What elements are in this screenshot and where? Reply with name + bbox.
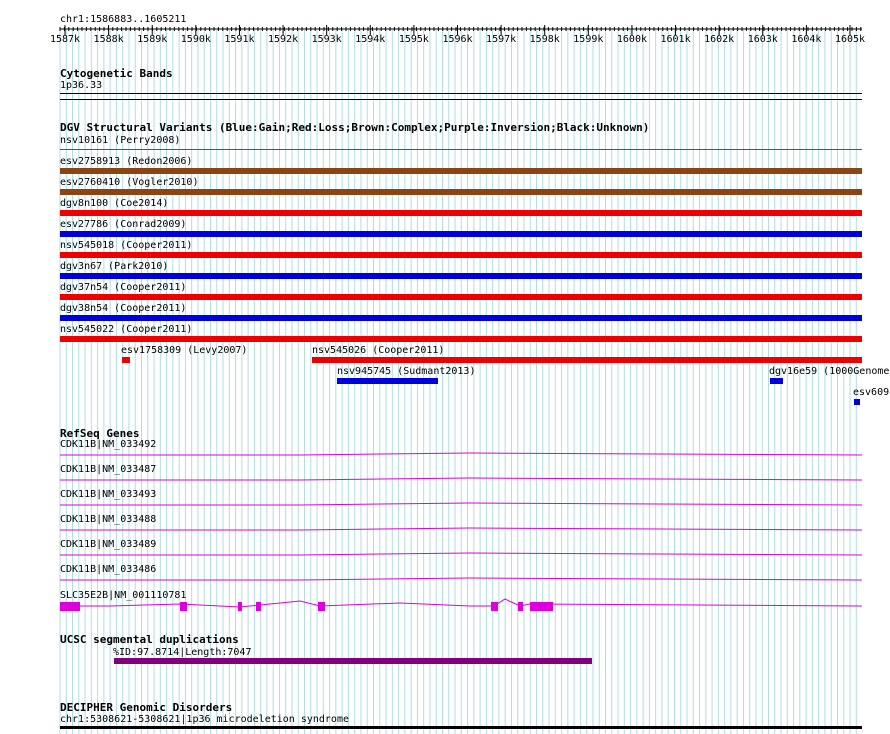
ruler-tick-label: 1595k xyxy=(398,34,429,45)
dgv-variant-bar[interactable] xyxy=(60,168,862,174)
intron-line xyxy=(60,577,863,581)
ruler-tick-label: 1594k xyxy=(355,34,386,45)
dgv-label-esv1758309: esv1758309 (Levy2007) xyxy=(121,345,248,356)
intron-line xyxy=(60,452,863,456)
dgv-track-title: DGV Structural Variants (Blue:Gain;Red:L… xyxy=(60,121,650,134)
gene-label-cdk11b: CDK11B|NM_033492 xyxy=(60,439,157,450)
exon-block xyxy=(530,602,553,611)
intron-line xyxy=(60,527,863,531)
ruler-tick-label: 1602k xyxy=(704,34,735,45)
gene-model-slc35e2b[interactable] xyxy=(0,598,890,614)
segdup-track-title: UCSC segmental duplications xyxy=(60,633,239,646)
ruler-tick-label: 1603k xyxy=(747,34,778,45)
dgv-variant-bar[interactable] xyxy=(60,315,862,321)
decipher-label: chr1:5308621-5308621|1p36 microdeletion … xyxy=(60,714,349,725)
gene-model-cdk11b[interactable] xyxy=(0,499,890,507)
cyto-track-title: Cytogenetic Bands xyxy=(60,67,173,80)
dgv-variant-bar[interactable] xyxy=(60,231,862,237)
dgv-variant-label: nsv545022 (Cooper2011) xyxy=(60,324,193,335)
dgv-variant-bar[interactable] xyxy=(60,273,862,279)
exon-block xyxy=(491,602,498,611)
gene-model-cdk11b[interactable] xyxy=(0,449,890,457)
intron-line xyxy=(60,477,863,481)
ruler-tick-label: 1596k xyxy=(442,34,473,45)
ruler-tick-label: 1588k xyxy=(93,34,124,45)
exon-block xyxy=(256,602,261,611)
ruler-tick-label: 1598k xyxy=(529,34,560,45)
dgv-variant-label: dgv8n100 (Coe2014) xyxy=(60,198,169,209)
gene-model-cdk11b[interactable] xyxy=(0,474,890,482)
gene-label-cdk11b: CDK11B|NM_033486 xyxy=(60,564,157,575)
dgv-bar-nsv545026[interactable] xyxy=(312,357,862,363)
ruler-tick-label: 1587k xyxy=(49,34,81,45)
gene-label-cdk11b: CDK11B|NM_033487 xyxy=(60,464,157,475)
gene-model-cdk11b[interactable] xyxy=(0,549,890,557)
ruler-tick-label: 1600k xyxy=(616,34,647,45)
ruler-tick-label: 1601k xyxy=(660,34,691,45)
dgv-variant-label: nsv545018 (Cooper2011) xyxy=(60,240,193,251)
dgv-label-dgv16e59: dgv16e59 (1000Genome xyxy=(769,366,890,377)
dgv-bar-esv609[interactable] xyxy=(854,399,860,405)
gene-label-cdk11b: CDK11B|NM_033488 xyxy=(60,514,157,525)
segdup-label: %ID:97.8714|Length:7047 xyxy=(113,647,252,658)
gene-label-cdk11b: CDK11B|NM_033493 xyxy=(60,489,157,500)
dgv-variant-label: esv2760410 (Vogler2010) xyxy=(60,177,199,188)
dgv-bar-dgv16e59[interactable] xyxy=(770,378,783,384)
ruler-tick-label: 1599k xyxy=(573,34,604,45)
dgv-bar-nsv945745[interactable] xyxy=(337,378,438,384)
exon-block xyxy=(60,602,80,611)
dgv-variant-bar[interactable] xyxy=(60,210,862,216)
dgv-bar-esv1758309[interactable] xyxy=(122,357,130,363)
dgv-variant-label: dgv38n54 (Cooper2011) xyxy=(60,303,187,314)
ruler-tick-label: 1593k xyxy=(311,34,342,45)
refseq-track-title: RefSeq Genes xyxy=(60,427,140,440)
intron-line xyxy=(60,552,863,556)
gene-label-slc35e2b: SLC35E2B|NM_001110781 xyxy=(60,590,187,601)
ruler-tick-label: 1604k xyxy=(791,34,822,45)
decipher-track-title: DECIPHER Genomic Disorders xyxy=(60,701,233,714)
cyto-band-lower xyxy=(60,99,862,100)
ruler-tick-label: 1597k xyxy=(486,34,517,45)
decipher-bar[interactable] xyxy=(60,726,862,729)
dgv-variant-bar[interactable] xyxy=(60,189,862,195)
exon-block xyxy=(180,602,187,611)
ruler-tick-label: 1591k xyxy=(224,34,255,45)
cyto-band[interactable] xyxy=(60,93,862,94)
dgv-variant-label: esv27786 (Conrad2009) xyxy=(60,219,187,230)
dgv-variant-label: nsv10161 (Perry2008) xyxy=(60,135,181,146)
dgv-variant-bar[interactable] xyxy=(60,336,862,342)
dgv-label-esv609: esv609 xyxy=(853,387,890,398)
gene-model-cdk11b[interactable] xyxy=(0,574,890,582)
exon-block xyxy=(518,602,523,611)
exon-block xyxy=(318,602,325,611)
dgv-variant-label: dgv37n54 (Cooper2011) xyxy=(60,282,187,293)
dgv-variant-bar[interactable] xyxy=(60,252,862,258)
dgv-variant-label: esv2758913 (Redon2006) xyxy=(60,156,193,167)
dgv-label-nsv545026: nsv545026 (Cooper2011) xyxy=(312,345,445,356)
region-label: chr1:1586883..1605211 xyxy=(60,14,187,25)
dgv-variant-bar[interactable] xyxy=(60,294,862,300)
gene-model-cdk11b[interactable] xyxy=(0,524,890,532)
ruler-tick-label: 1589k xyxy=(137,34,168,45)
dgv-label-nsv945745: nsv945745 (Sudmant2013) xyxy=(337,366,476,377)
ruler-tick-label: 1605k xyxy=(834,34,866,45)
segdup-bar[interactable] xyxy=(114,658,592,664)
intron-line xyxy=(60,502,863,506)
exon-block xyxy=(238,602,242,611)
dgv-variant-label: dgv3n67 (Park2010) xyxy=(60,261,169,272)
ruler-tick-label: 1590k xyxy=(180,34,211,45)
cyto-band-label: 1p36.33 xyxy=(60,80,103,91)
gene-label-cdk11b: CDK11B|NM_033489 xyxy=(60,539,157,550)
ruler-tick-label: 1592k xyxy=(267,34,299,45)
dgv-variant-bar[interactable] xyxy=(60,149,862,150)
coordinate-ruler[interactable] xyxy=(0,0,890,60)
